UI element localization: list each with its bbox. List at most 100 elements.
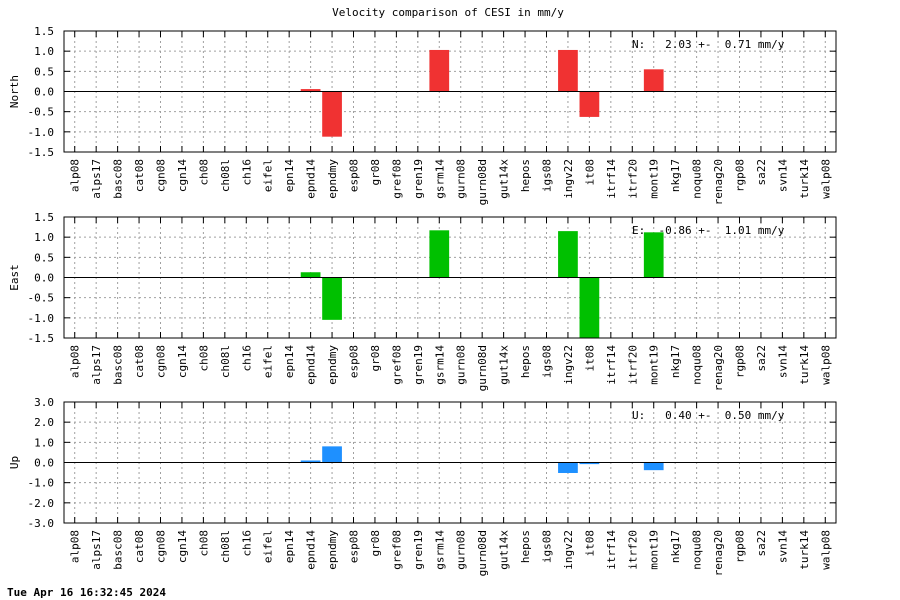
- up-xtick-label: gsrm14: [433, 530, 446, 570]
- east-bar: [429, 230, 450, 278]
- east-ytick-label: -1.0: [28, 312, 55, 325]
- east-xtick-label: turk14: [798, 345, 811, 385]
- east-xtick-label: ch16: [240, 345, 253, 372]
- up-xtick-label: ch16: [240, 530, 253, 557]
- up-bar: [579, 462, 600, 465]
- east-xtick-label: gsrm14: [433, 345, 446, 385]
- up-xtick-label: itrf14: [605, 530, 618, 570]
- east-plot-frame: [63, 216, 837, 339]
- up-xtick-label: nkg17: [669, 530, 682, 563]
- north-xtick-label: esp08: [348, 159, 361, 192]
- up-xtick-label: gurn08d: [476, 530, 489, 576]
- east-xtick-label: hepos: [519, 345, 532, 378]
- east-xtick-label: cgn14: [176, 345, 189, 378]
- up-bar: [300, 460, 321, 463]
- chart-title: Velocity comparison of CESI in mm/y: [332, 6, 564, 19]
- north-xtick-label: cgn14: [176, 159, 189, 192]
- east-xtick-label: alps17: [90, 345, 103, 385]
- north-xtick-label: svn14: [776, 159, 789, 192]
- up-xtick-label: svn14: [776, 530, 789, 563]
- east-xtick-label: noqu08: [691, 345, 704, 385]
- up-xtick-label: itrf20: [626, 530, 639, 570]
- east-xtick-label: gut14x: [498, 345, 511, 385]
- up-bar: [322, 446, 342, 463]
- up-xtick-label: ch08l: [219, 530, 232, 563]
- east-xtick-label: renag20: [712, 345, 725, 391]
- up-xtick-label: alps17: [90, 530, 103, 570]
- up-xtick-label: it08: [583, 530, 596, 557]
- east-ytick-label: -1.5: [28, 332, 55, 345]
- north-ytick-label: -1.0: [28, 126, 55, 139]
- north-bar: [300, 89, 321, 92]
- north-xtick-label: ch08l: [219, 159, 232, 192]
- east-xtick-label: ch08l: [219, 345, 232, 378]
- north-bar: [558, 49, 578, 92]
- north-xtick-label: alps17: [90, 159, 103, 199]
- east-xtick-label: basc08: [112, 345, 125, 385]
- north-plot-frame: [63, 30, 837, 153]
- up-ytick-label: -2.0: [28, 497, 55, 510]
- east-xtick-label: it08: [583, 345, 596, 372]
- east-ytick-label: -0.5: [28, 292, 55, 305]
- up-xtick-label: alp08: [69, 530, 82, 563]
- north-xtick-label: ch08: [197, 159, 210, 186]
- up-xtick-label: gr08: [369, 530, 382, 557]
- north-ytick-label: 0.0: [34, 86, 54, 99]
- up-xtick-label: basc08: [112, 530, 125, 570]
- north-ytick-label: 1.5: [34, 25, 54, 38]
- north-ytick-label: 0.5: [34, 65, 54, 78]
- east-xtick-label: alp08: [69, 345, 82, 378]
- up-ytick-label: -1.0: [28, 477, 55, 490]
- east-xtick-label: rgp08: [734, 345, 747, 378]
- east-xtick-label: sa22: [755, 345, 768, 372]
- north-xtick-label: nkg17: [669, 159, 682, 192]
- east-xtick-label: walp08: [819, 345, 832, 385]
- north-bar: [643, 69, 664, 92]
- up-xtick-label: gut14x: [498, 530, 511, 570]
- east-xtick-label: svn14: [776, 345, 789, 378]
- east-xtick-label: epnd14: [305, 345, 318, 385]
- east-bar: [579, 277, 600, 338]
- up-xtick-label: gref08: [390, 530, 403, 570]
- north-xtick-label: eifel: [262, 159, 275, 192]
- north-xtick-label: gref08: [390, 159, 403, 199]
- north-ytick-label: 1.0: [34, 45, 54, 58]
- east-bar: [643, 232, 664, 278]
- east-xtick-label: itrf14: [605, 345, 618, 385]
- north-xtick-label: itrf20: [626, 159, 639, 199]
- north-xtick-label: hepos: [519, 159, 532, 192]
- up-axis-label: Up: [8, 456, 21, 469]
- up-ytick-label: -3.0: [28, 517, 55, 530]
- north-xtick-label: noqu08: [691, 159, 704, 199]
- east-xtick-label: ingv22: [562, 345, 575, 385]
- north-xtick-label: basc08: [112, 159, 125, 199]
- east-axis-label: East: [8, 264, 21, 291]
- up-ytick-label: 0.0: [34, 457, 54, 470]
- east-xtick-label: itrf20: [626, 345, 639, 385]
- north-xtick-label: ch16: [240, 159, 253, 186]
- east-stats-annotation: E: -0.86 +- 1.01 mm/y: [632, 224, 785, 237]
- timestamp-footer: Tue Apr 16 16:32:45 2024: [7, 586, 166, 599]
- north-xtick-label: mont19: [648, 159, 661, 199]
- east-xtick-label: gr08: [369, 345, 382, 372]
- north-xtick-label: gsrm14: [433, 159, 446, 199]
- north-bar: [429, 49, 450, 92]
- east-ytick-label: 0.0: [34, 272, 54, 285]
- up-bar: [643, 462, 664, 471]
- up-bar: [558, 462, 578, 473]
- up-xtick-label: ch08: [197, 530, 210, 557]
- north-xtick-label: gut14x: [498, 159, 511, 199]
- east-xtick-label: ch08: [197, 345, 210, 372]
- east-xtick-label: nkg17: [669, 345, 682, 378]
- up-xtick-label: cat08: [133, 530, 146, 563]
- up-xtick-label: mont19: [648, 530, 661, 570]
- east-xtick-label: gref08: [390, 345, 403, 385]
- east-ytick-label: 1.0: [34, 231, 54, 244]
- north-xtick-label: gurn08: [455, 159, 468, 199]
- up-plot-frame: [63, 401, 837, 524]
- east-xtick-label: mont19: [648, 345, 661, 385]
- up-xtick-label: epndmy: [326, 530, 339, 570]
- east-bar: [322, 277, 342, 320]
- north-axis-label: North: [8, 75, 21, 108]
